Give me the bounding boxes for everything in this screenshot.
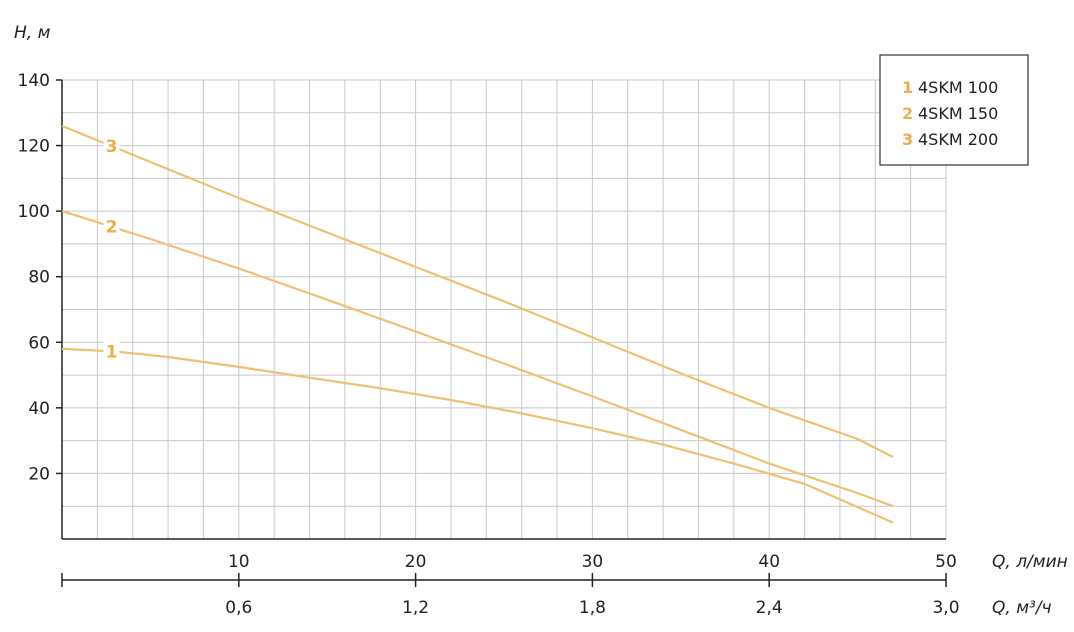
legend-entry: 4SKM 100: [918, 78, 998, 97]
legend-box: [879, 54, 1029, 166]
x2-axis-title: Q, м³/ч: [992, 598, 1052, 618]
series-label-backdrop: [103, 215, 120, 238]
axes: 20 40 60 80 100 120 140 H, м 10 20 30 40 50 Q, л/мин 0…: [14, 23, 1068, 618]
x-tick-label: 40: [758, 552, 780, 572]
y-axis-title: H, м: [14, 23, 51, 43]
series-label-3: 3: [106, 137, 118, 157]
series-label-2: 2: [106, 218, 118, 238]
series-label-backdrop: [103, 135, 120, 158]
series-label-backdrop: [103, 340, 120, 363]
y-tick-label: 120: [18, 137, 50, 157]
y-tick-label: 140: [18, 71, 50, 91]
legend-entry: 4SKM 200: [918, 130, 998, 149]
y-tick-label: 60: [28, 333, 50, 353]
series-line-2: [61, 210, 894, 508]
y-tick-label: 80: [28, 268, 50, 288]
x2-tick-label: 2,4: [756, 598, 783, 618]
y-tick-label: 100: [18, 202, 50, 222]
legend-number: 3: [902, 130, 913, 149]
series-label-1: 1: [106, 342, 118, 362]
legend-number: 1: [902, 78, 913, 97]
y-tick-label: 40: [28, 399, 50, 419]
legend-number: 2: [902, 104, 913, 123]
x-axis-title: Q, л/мин: [992, 552, 1068, 572]
x-tick-label: 20: [405, 552, 427, 572]
x2-tick-label: 0,6: [225, 598, 252, 618]
series-line-3: [61, 124, 894, 458]
y-tick-label: 20: [28, 464, 50, 484]
x-tick-label: 30: [582, 552, 604, 572]
x-tick-label: 50: [935, 552, 957, 572]
x2-tick-label: 1,8: [579, 598, 606, 618]
series-curves: 1 2 3: [61, 124, 894, 524]
series-line-1: [61, 347, 894, 524]
grid: [62, 79, 947, 539]
legend: 1 4SKM 100 2 4SKM 150 3 4SKM 200: [879, 54, 1029, 166]
x2-tick-label: 1,2: [402, 598, 429, 618]
x2-tick-label: 3,0: [932, 598, 959, 618]
x-tick-label: 10: [228, 552, 250, 572]
legend-entry: 4SKM 150: [918, 104, 998, 123]
